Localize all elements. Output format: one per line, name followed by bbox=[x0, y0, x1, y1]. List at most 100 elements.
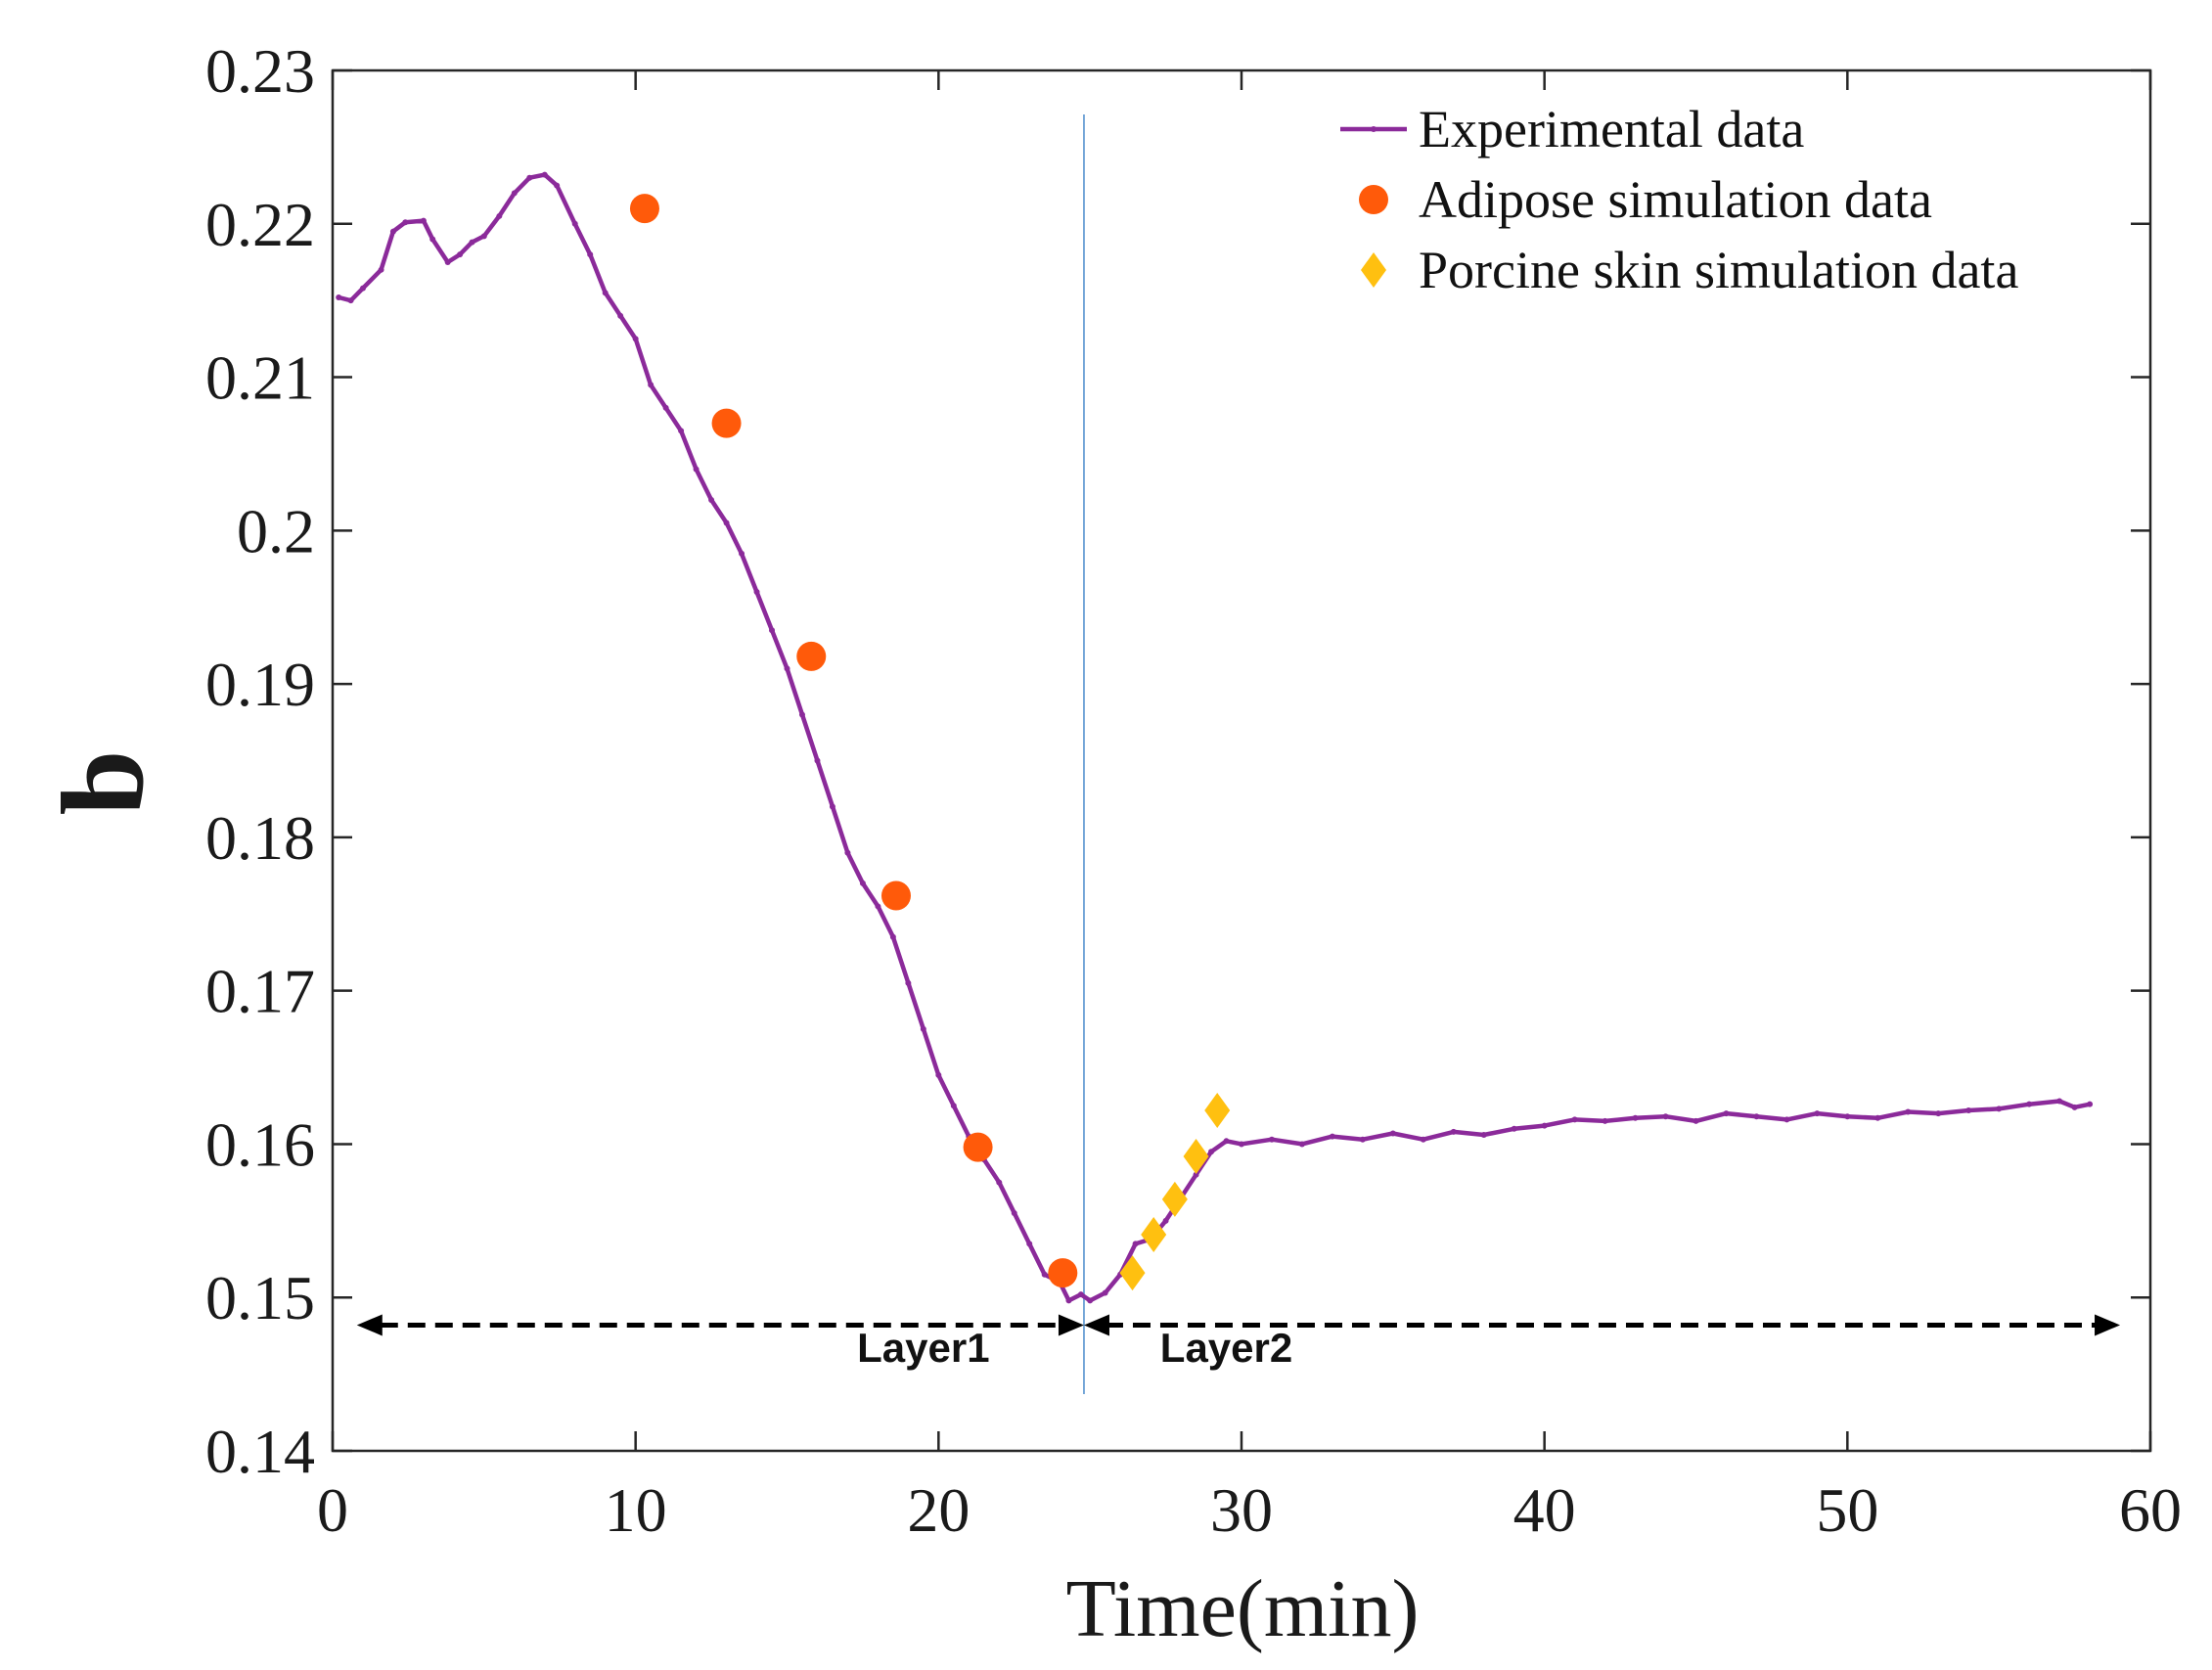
experimental-data-point bbox=[511, 190, 518, 197]
y-tick-label: 0.22 bbox=[205, 190, 315, 259]
experimental-data-point bbox=[935, 1071, 942, 1078]
y-tick-label: 0.17 bbox=[205, 957, 315, 1026]
porcine-data-point bbox=[1119, 1255, 1146, 1291]
experimental-data-point bbox=[1268, 1136, 1275, 1143]
x-axis-ticks: 0 10 20 30 40 50 60 bbox=[317, 70, 2182, 1545]
experimental-data-point bbox=[1239, 1141, 1244, 1148]
porcine-data-point bbox=[1141, 1216, 1167, 1252]
experimental-data-point bbox=[1077, 1291, 1084, 1298]
experimental-data-point bbox=[617, 312, 624, 319]
adipose-data-point bbox=[1048, 1258, 1078, 1288]
experimental-data-point bbox=[1193, 1171, 1199, 1178]
x-tick-label: 60 bbox=[2119, 1475, 2182, 1545]
experimental-data-point bbox=[829, 803, 835, 810]
legend-label: Adipose simulation data bbox=[1419, 170, 1932, 229]
arrow-head-right bbox=[2095, 1314, 2121, 1336]
experimental-data-point bbox=[1874, 1114, 1881, 1121]
experimental-data-point bbox=[753, 589, 760, 596]
experimental-data-point bbox=[429, 236, 436, 243]
layer-annotations: Layer1 Layer2 bbox=[356, 114, 2121, 1394]
x-axis-title: Time(min) bbox=[1066, 1563, 1420, 1654]
experimental-data-point bbox=[996, 1179, 1003, 1186]
experimental-data-point bbox=[905, 979, 912, 986]
y-tick-label: 0.16 bbox=[205, 1109, 315, 1179]
y-axis-title: b bbox=[37, 750, 167, 816]
y-tick-label: 0.18 bbox=[205, 803, 315, 873]
experimental-data-point bbox=[480, 233, 487, 240]
experimental-data-point bbox=[632, 336, 639, 342]
experimental-data-point bbox=[920, 1025, 926, 1032]
experimental-data-point bbox=[1965, 1106, 1972, 1113]
experimental-data-point bbox=[1480, 1132, 1487, 1139]
experimental-data-point bbox=[571, 220, 578, 227]
experimental-data-point bbox=[708, 496, 715, 503]
experimental-data-point bbox=[359, 285, 366, 292]
y-tick-label: 0.23 bbox=[205, 36, 315, 106]
experimental-data-point bbox=[693, 466, 700, 473]
experimental-data-point bbox=[389, 228, 396, 235]
experimental-data-point bbox=[1753, 1113, 1760, 1120]
legend: Experimental data Adipose simulation data… bbox=[1340, 100, 2018, 299]
x-tick-label: 40 bbox=[1513, 1475, 1576, 1545]
experimental-data-point bbox=[2026, 1101, 2033, 1107]
experimental-data-point bbox=[2071, 1104, 2078, 1110]
experimental-data-point bbox=[1450, 1128, 1457, 1135]
experimental-data-point bbox=[875, 903, 881, 910]
experimental-data-point bbox=[469, 239, 475, 246]
legend-label: Porcine skin simulation data bbox=[1419, 241, 2018, 299]
experimental-data-point bbox=[444, 258, 451, 265]
experimental-data-point bbox=[554, 182, 561, 189]
layer1-label: Layer1 bbox=[857, 1325, 989, 1371]
experimental-data-point bbox=[347, 297, 354, 304]
legend-porcine-swatch bbox=[1361, 252, 1386, 288]
experimental-data-point bbox=[1602, 1117, 1608, 1124]
series-layer bbox=[336, 171, 2094, 1304]
experimental-data-point bbox=[1844, 1113, 1851, 1120]
porcine-data-point bbox=[1204, 1092, 1231, 1128]
adipose-data-point bbox=[629, 194, 659, 224]
experimental-data-point bbox=[648, 382, 655, 388]
experimental-data-point bbox=[496, 212, 503, 219]
porcine-data-point bbox=[1161, 1181, 1188, 1217]
experimental-data-point bbox=[1065, 1297, 1072, 1304]
experimental-data-point bbox=[1814, 1110, 1821, 1117]
experimental-data-point bbox=[950, 1103, 957, 1109]
experimental-data-point bbox=[1420, 1136, 1426, 1143]
experimental-data-point bbox=[798, 711, 805, 718]
experimental-data-point bbox=[1693, 1117, 1699, 1124]
x-tick-label: 20 bbox=[907, 1475, 970, 1545]
experimental-data-point bbox=[1298, 1141, 1305, 1148]
experimental-data-point bbox=[1662, 1113, 1669, 1120]
experimental-data-point bbox=[662, 404, 669, 411]
experimental-data-point bbox=[1011, 1209, 1017, 1216]
adipose-data-point bbox=[963, 1132, 993, 1162]
experimental-data-point bbox=[678, 428, 685, 434]
experimental-data-point bbox=[1935, 1110, 1942, 1117]
experimental-data-point bbox=[739, 550, 745, 557]
experimental-data-point bbox=[1102, 1289, 1108, 1296]
y-axis-ticks: 0.14 0.15 0.16 0.17 0.18 0.19 0.2 0.21 0.22 0.23 bbox=[205, 36, 2150, 1486]
adipose-data-point bbox=[796, 641, 827, 671]
arrow-head-left bbox=[356, 1314, 383, 1336]
experimental-data-point bbox=[844, 849, 851, 856]
experimental-data-point bbox=[1511, 1125, 1517, 1132]
experimental-data-point bbox=[1132, 1241, 1139, 1247]
experimental-data-point bbox=[1223, 1138, 1230, 1145]
x-tick-label: 0 bbox=[317, 1475, 348, 1545]
experimental-data-point bbox=[378, 266, 384, 273]
experimental-data-point bbox=[587, 251, 594, 258]
y-tick-label: 0.19 bbox=[205, 650, 315, 719]
experimental-data-point bbox=[2087, 1101, 2094, 1107]
experimental-data-point bbox=[889, 933, 896, 940]
experimental-data-point bbox=[541, 171, 548, 178]
y-tick-label: 0.21 bbox=[205, 343, 315, 413]
y-tick-label: 0.2 bbox=[237, 496, 315, 565]
experimental-data-point bbox=[336, 294, 342, 301]
experimental-data-point bbox=[1026, 1241, 1033, 1247]
experimental-data-point bbox=[1723, 1110, 1730, 1117]
experimental-data-point bbox=[1905, 1108, 1912, 1115]
arrow-head-layer1-right bbox=[1058, 1314, 1084, 1336]
legend-experimental-marker bbox=[1371, 126, 1377, 132]
